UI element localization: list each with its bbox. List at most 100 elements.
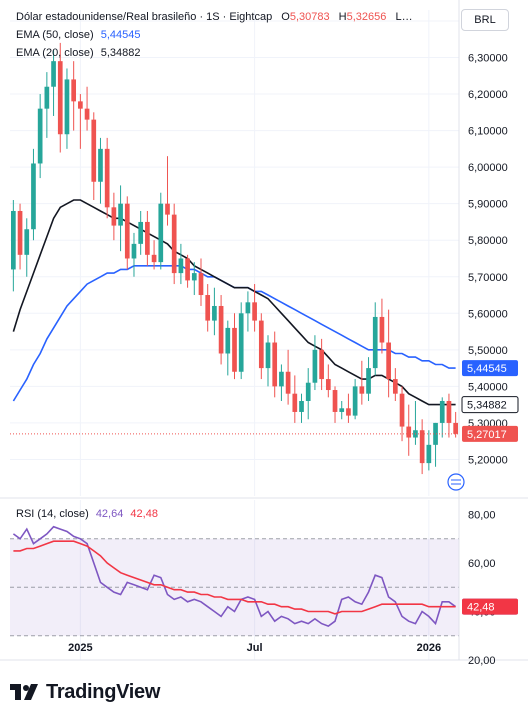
ema50-value: 5,44545 xyxy=(100,29,141,41)
candle-body xyxy=(245,302,251,314)
candle-body xyxy=(366,368,371,394)
ema20-tag-text: 5,34882 xyxy=(467,400,507,412)
time-tick-label: Jul xyxy=(247,642,263,654)
candle xyxy=(124,196,130,270)
calendar-icon[interactable] xyxy=(447,473,465,491)
price-tick-label: 5,50000 xyxy=(468,345,508,357)
candle xyxy=(238,302,244,380)
instrument-title: Dólar estadounidense/Real brasileño · 1S… xyxy=(16,11,273,23)
rsi-label: RSI (14, close) xyxy=(16,508,89,520)
candle xyxy=(379,298,385,354)
candle xyxy=(372,302,378,376)
candle xyxy=(299,393,304,423)
candle xyxy=(305,368,311,420)
candle xyxy=(165,156,170,226)
legend-ema20[interactable]: EMA (20, close) 5,34882 xyxy=(16,47,140,59)
candle xyxy=(232,313,237,380)
candle-body xyxy=(232,327,237,372)
candle xyxy=(352,379,358,420)
candle-body xyxy=(71,79,77,102)
candle xyxy=(399,386,405,442)
rsi-tick-label: 20,00 xyxy=(468,655,496,667)
ema50-tag-text: 5,44545 xyxy=(467,363,507,375)
candle-body xyxy=(24,229,30,255)
candle xyxy=(446,393,452,438)
candle xyxy=(406,404,412,456)
rsi-ma-tag-box xyxy=(462,598,518,615)
candle-body xyxy=(51,61,56,87)
candle xyxy=(392,368,398,401)
candle xyxy=(439,397,445,438)
candle-body xyxy=(171,214,177,274)
candle-body xyxy=(379,316,385,343)
candle xyxy=(104,137,110,219)
candle xyxy=(426,430,432,471)
candle xyxy=(138,210,144,255)
candle xyxy=(453,411,458,438)
candle-body xyxy=(165,203,170,215)
rsi-ma-series xyxy=(13,540,456,615)
candle-body xyxy=(198,273,204,296)
candle-body xyxy=(433,422,438,445)
legend-ema50[interactable]: EMA (50, close) 5,44545 xyxy=(16,29,140,41)
ema50-tag-box xyxy=(462,360,518,377)
candle-body xyxy=(319,349,324,380)
candle xyxy=(212,287,217,336)
candle xyxy=(205,284,211,332)
candle xyxy=(131,232,137,277)
candle-body xyxy=(285,371,291,394)
candle-body xyxy=(17,210,23,255)
currency-button[interactable]: BRL xyxy=(461,9,509,31)
tradingview-logo[interactable]: TradingView xyxy=(10,679,160,705)
candle xyxy=(178,243,184,285)
candle xyxy=(339,400,345,420)
rsi-value: 42,64 xyxy=(95,508,124,520)
candle-body xyxy=(84,108,90,120)
candle-body xyxy=(131,243,137,259)
last-price-tag-text: 5,27017 xyxy=(467,429,507,441)
candle xyxy=(64,68,70,149)
price-tick-label: 5,80000 xyxy=(468,235,508,247)
candle-body xyxy=(111,207,117,226)
candle xyxy=(151,240,157,270)
candle xyxy=(158,192,164,270)
candle xyxy=(218,295,224,365)
candle-body xyxy=(453,422,458,434)
candle-body xyxy=(91,119,97,182)
price-tick-label: 6,30000 xyxy=(468,53,508,65)
candle xyxy=(319,338,324,391)
candle-body xyxy=(11,210,16,270)
candle xyxy=(419,419,425,475)
candle xyxy=(279,364,284,401)
ema20-value: 5,34882 xyxy=(100,47,141,59)
candle-body xyxy=(225,327,231,354)
candle-body xyxy=(332,390,338,412)
candle-body xyxy=(325,379,331,391)
candle-body xyxy=(359,386,365,394)
price-tick-label: 5,40000 xyxy=(468,381,508,393)
candles[interactable] xyxy=(10,42,459,475)
candle-body xyxy=(258,320,264,369)
time-tick-label: 2025 xyxy=(68,642,92,654)
candle xyxy=(185,254,190,288)
ema20-line xyxy=(12,199,456,406)
candle xyxy=(198,258,204,306)
axes[interactable]: 6,400006,300006,200006,100006,000005,900… xyxy=(0,0,528,667)
ema20-label: EMA (20, close) xyxy=(16,47,94,59)
candle-body xyxy=(185,258,190,281)
candle xyxy=(272,331,278,398)
price-tick-label: 5,60000 xyxy=(468,308,508,320)
candle-body xyxy=(292,393,298,412)
candle-body xyxy=(191,273,197,281)
legend-instrument[interactable]: Dólar estadounidense/Real brasileño · 1S… xyxy=(16,11,413,23)
candle-body xyxy=(305,382,311,401)
candle-body xyxy=(392,379,398,394)
candle-body xyxy=(57,61,63,135)
candle-body xyxy=(78,101,83,109)
candle xyxy=(78,94,83,149)
candle xyxy=(98,137,103,204)
legend-rsi[interactable]: RSI (14, close) 42,64 42,48 xyxy=(16,508,158,520)
candle xyxy=(285,349,291,405)
